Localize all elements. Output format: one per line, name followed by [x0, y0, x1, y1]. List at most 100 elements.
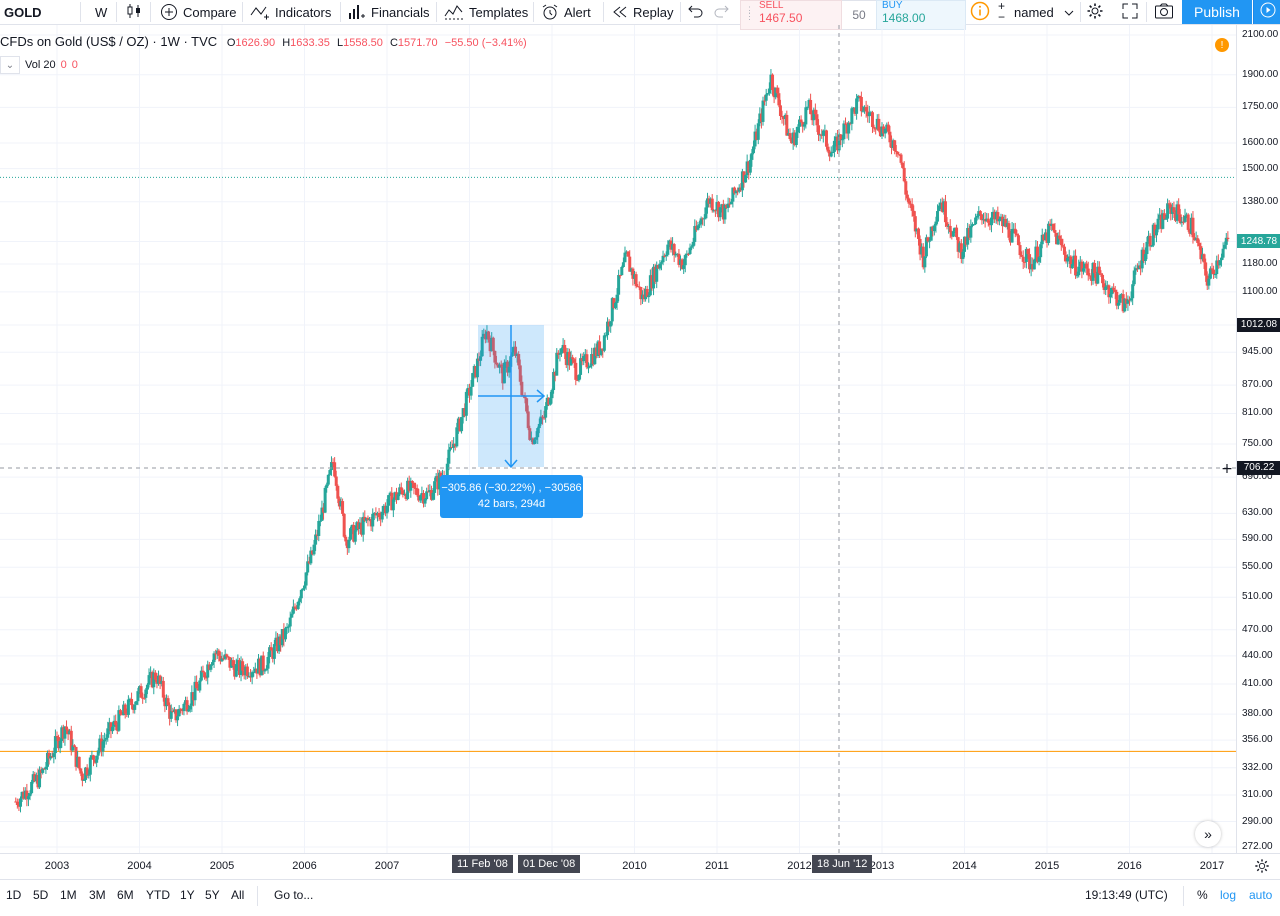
range-button-ytd[interactable]: YTD [146, 888, 170, 902]
range-button-3m[interactable]: 3M [89, 888, 106, 902]
candle-body [204, 677, 208, 679]
redo-button[interactable] [713, 0, 729, 24]
range-button-1m[interactable]: 1M [60, 888, 77, 902]
layout-menu-button[interactable]: named [1014, 0, 1074, 24]
candle-body [518, 365, 522, 382]
candle-body [1012, 228, 1016, 230]
candle-body [585, 354, 589, 368]
candle-body [955, 227, 959, 238]
alert-button[interactable]: Alert [541, 0, 591, 24]
high-value: 1633.35 [290, 37, 330, 49]
fullscreen-button[interactable] [1121, 0, 1139, 24]
toolbar-divider [533, 2, 534, 22]
sell-price: 1467.50 [759, 11, 803, 25]
range-button-1y[interactable]: 1Y [180, 888, 195, 902]
warning-icon[interactable]: ! [1215, 38, 1229, 52]
toolbar-divider [150, 2, 151, 22]
interval-button[interactable]: W [95, 4, 108, 20]
candle-body [983, 219, 987, 222]
range-button-5y[interactable]: 5Y [205, 888, 220, 902]
candle-body [842, 123, 846, 140]
candle-body [377, 512, 381, 518]
price-axis[interactable]: 272.00 290.00 310.00 332.00 356.00 380.00 410.… [1236, 25, 1280, 853]
change-value: −55.50 (−3.41%) [444, 37, 527, 49]
publish-menu-button[interactable] [1253, 0, 1280, 24]
quantity-stepper[interactable]: + − [998, 0, 1005, 24]
candle-body [936, 211, 940, 222]
price-tick-label: 630.00 [1242, 507, 1273, 519]
candle-body [988, 222, 992, 226]
candle-body [230, 660, 234, 668]
chart-settings-button[interactable] [1254, 858, 1270, 879]
candle-body [234, 664, 238, 677]
candle-body [242, 670, 246, 676]
candle-body [510, 352, 514, 357]
scroll-to-realtime-button[interactable]: » [1195, 821, 1221, 847]
sell-button[interactable]: ⋮ ⋮ SELL 1467.50 [740, 0, 842, 30]
toolbar-divider [1146, 2, 1147, 22]
replay-button[interactable]: Replay [612, 0, 673, 24]
candle-body [982, 219, 986, 221]
settings-button[interactable] [1086, 0, 1104, 24]
candle-body [479, 356, 483, 361]
candle-body [1120, 294, 1124, 296]
range-button-5d[interactable]: 5D [33, 888, 49, 902]
indicators-label: Indicators [275, 4, 332, 20]
candle-body [937, 205, 941, 212]
candle-body [109, 722, 113, 732]
auto-scale-toggle[interactable]: auto [1249, 888, 1273, 902]
candle-body [336, 485, 340, 499]
plus-icon[interactable]: + [998, 0, 1006, 13]
candle-body [1135, 268, 1139, 270]
play-icon [1260, 2, 1276, 23]
goto-button[interactable]: Go to... [274, 888, 314, 902]
symbol-description[interactable]: CFDs on Gold (US$ / OZ) · 1W · TVC [0, 34, 218, 49]
templates-button[interactable]: Templates [444, 0, 528, 24]
templates-label: Templates [469, 4, 529, 20]
candle-body [514, 346, 518, 356]
candle-body [1083, 263, 1087, 269]
candle-body [712, 210, 716, 212]
candle-body [691, 241, 695, 247]
candle-body [122, 704, 126, 716]
candle-body [96, 750, 100, 756]
candle-body [558, 353, 562, 355]
percent-scale-toggle[interactable]: % [1197, 888, 1208, 902]
candle-body [999, 216, 1003, 219]
range-button-6m[interactable]: 6M [117, 888, 134, 902]
time-axis[interactable]: 2003 2004 2005 2006 2007 2010 2011 2012 2013 2014… [0, 853, 1280, 880]
utc-clock[interactable]: 19:13:49 (UTC) [1085, 888, 1168, 902]
layout-name: named [1014, 4, 1054, 20]
chart-type-button[interactable] [126, 0, 142, 24]
crosshair-icon: + [1221, 461, 1233, 477]
minus-icon[interactable]: − [998, 10, 1006, 24]
candle-body [904, 181, 908, 195]
volume-label[interactable]: Vol 20 [25, 59, 56, 71]
candle-body [970, 224, 974, 226]
candle-body [875, 118, 879, 129]
collapse-legend-button[interactable]: ⌄ [0, 56, 20, 74]
candle-body [744, 175, 748, 183]
compare-label: Compare [183, 4, 237, 20]
info-button[interactable] [970, 0, 990, 24]
quantity-field[interactable]: 50 [842, 0, 876, 30]
symbol-search[interactable]: GOLD [4, 4, 42, 20]
snapshot-button[interactable] [1154, 0, 1174, 24]
undo-button[interactable] [688, 0, 704, 24]
candle-body [1059, 238, 1063, 246]
candle-body [718, 207, 722, 218]
financials-button[interactable]: Financials [348, 0, 430, 24]
drag-handle-icon[interactable]: ⋮ ⋮ [745, 5, 754, 21]
candle-body [555, 352, 559, 376]
log-scale-toggle[interactable]: log [1220, 888, 1237, 902]
buy-button[interactable]: BUY 1468.00 [876, 0, 966, 30]
price-chart[interactable]: + [0, 25, 1236, 853]
range-button-1d[interactable]: 1D [6, 888, 22, 902]
indicators-button[interactable]: Indicators [250, 0, 331, 24]
candle-body [283, 628, 287, 640]
compare-button[interactable]: Compare [160, 0, 236, 24]
candle-body [79, 768, 83, 774]
publish-button[interactable]: Publish [1182, 0, 1252, 24]
candle-body [856, 95, 860, 99]
range-button-all[interactable]: All [231, 888, 245, 902]
